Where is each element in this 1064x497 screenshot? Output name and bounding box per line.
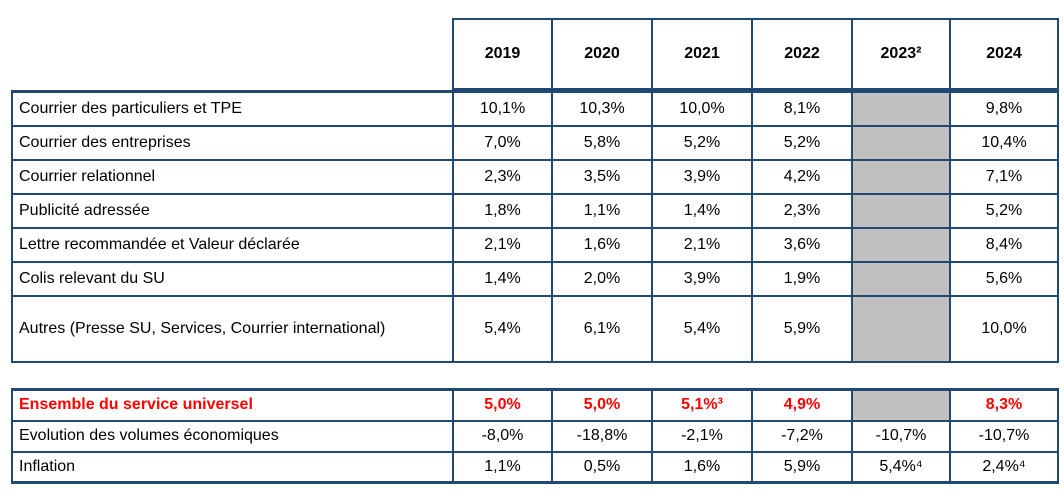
value-cell: 1,8% — [452, 192, 553, 229]
value-cell: 1,9% — [751, 260, 853, 297]
value-cell: 10,0% — [651, 90, 753, 127]
value-cell: 3,6% — [751, 226, 853, 263]
value-cell: 9,8% — [949, 90, 1059, 127]
value-cell: 7,1% — [949, 158, 1059, 195]
table-row: Publicité adressée 1,8% 1,1% 1,4% 2,3% 5… — [11, 192, 1059, 229]
value-cell: -7,2% — [751, 419, 853, 453]
value-cell: 5,9% — [751, 450, 853, 484]
year-header-2024: 2024 — [949, 18, 1059, 90]
empty-2023-cell — [851, 226, 951, 263]
value-cell: 5,0% — [452, 388, 553, 422]
row-label: Publicité adressée — [11, 192, 454, 229]
year-header-2021: 2021 — [651, 18, 753, 90]
value-cell: 1,1% — [452, 450, 553, 484]
value-cell: 1,4% — [452, 260, 553, 297]
value-cell: 8,3% — [949, 388, 1059, 422]
row-label: Courrier des particuliers et TPE — [11, 90, 454, 127]
summary-table: Ensemble du service universel 5,0% 5,0% … — [11, 388, 1059, 484]
value-cell: 8,1% — [751, 90, 853, 127]
value-cell: 5,2% — [651, 124, 753, 161]
table-row: Courrier des entreprises 7,0% 5,8% 5,2% … — [11, 124, 1059, 161]
year-header-2020: 2020 — [551, 18, 653, 90]
empty-2023-cell — [851, 260, 951, 297]
value-cell: 6,1% — [551, 294, 653, 363]
value-cell: -2,1% — [651, 419, 753, 453]
value-cell: 1,6% — [651, 450, 753, 484]
table-row: Courrier relationnel 2,3% 3,5% 3,9% 4,2%… — [11, 158, 1059, 195]
year-header-2022: 2022 — [751, 18, 853, 90]
value-cell: 3,9% — [651, 158, 753, 195]
value-cell: 2,1% — [452, 226, 553, 263]
value-cell: 4,9% — [751, 388, 853, 422]
value-cell: 5,8% — [551, 124, 653, 161]
value-cell: 4,2% — [751, 158, 853, 195]
value-cell: 8,4% — [949, 226, 1059, 263]
table-row: Evolution des volumes économiques -8,0% … — [11, 419, 1059, 453]
row-label: Courrier relationnel — [11, 158, 454, 195]
value-cell: -10,7% — [851, 419, 951, 453]
value-cell: 7,0% — [452, 124, 553, 161]
value-cell: 5,1%³ — [651, 388, 753, 422]
empty-2023-cell — [851, 294, 951, 363]
row-label: Lettre recommandée et Valeur déclarée — [11, 226, 454, 263]
value-cell: -18,8% — [551, 419, 653, 453]
table-row: Courrier des particuliers et TPE 10,1% 1… — [11, 90, 1059, 127]
value-cell: 10,0% — [949, 294, 1059, 363]
value-cell: 5,4% — [651, 294, 753, 363]
value-cell: 10,4% — [949, 124, 1059, 161]
value-cell: 0,5% — [551, 450, 653, 484]
table-row: Lettre recommandée et Valeur déclarée 2,… — [11, 226, 1059, 263]
row-label: Inflation — [11, 450, 454, 484]
empty-2023-cell — [851, 388, 951, 422]
value-cell: 2,3% — [751, 192, 853, 229]
mail-categories-table: Courrier des particuliers et TPE 10,1% 1… — [11, 90, 1059, 363]
value-cell: 2,3% — [452, 158, 553, 195]
empty-2023-cell — [851, 158, 951, 195]
row-label: Ensemble du service universel — [11, 388, 454, 422]
value-cell: 5,2% — [751, 124, 853, 161]
table-row-total: Ensemble du service universel 5,0% 5,0% … — [11, 388, 1059, 422]
value-cell: 1,1% — [551, 192, 653, 229]
value-cell: 5,6% — [949, 260, 1059, 297]
value-cell: 5,4% — [452, 294, 553, 363]
value-cell: 5,9% — [751, 294, 853, 363]
table-row: Inflation 1,1% 0,5% 1,6% 5,9% 5,4%⁴ 2,4%… — [11, 450, 1059, 484]
row-label: Courrier des entreprises — [11, 124, 454, 161]
row-label: Colis relevant du SU — [11, 260, 454, 297]
value-cell: 10,1% — [452, 90, 553, 127]
value-cell: 10,3% — [551, 90, 653, 127]
table-row: Colis relevant du SU 1,4% 2,0% 3,9% 1,9%… — [11, 260, 1059, 297]
year-header-2019: 2019 — [452, 18, 553, 90]
value-cell: 2,0% — [551, 260, 653, 297]
value-cell: -8,0% — [452, 419, 553, 453]
value-cell: 3,9% — [651, 260, 753, 297]
row-label: Evolution des volumes économiques — [11, 419, 454, 453]
value-cell: 1,6% — [551, 226, 653, 263]
value-cell: 5,2% — [949, 192, 1059, 229]
value-cell: 5,0% — [551, 388, 653, 422]
value-cell: 5,4%⁴ — [851, 450, 951, 484]
empty-2023-cell — [851, 90, 951, 127]
year-header-2023: 2023² — [851, 18, 951, 90]
value-cell: 1,4% — [651, 192, 753, 229]
value-cell: 2,4%⁴ — [949, 450, 1059, 484]
row-label: Autres (Presse SU, Services, Courrier in… — [11, 294, 454, 363]
value-cell: -10,7% — [949, 419, 1059, 453]
empty-2023-cell — [851, 124, 951, 161]
value-cell: 3,5% — [551, 158, 653, 195]
empty-2023-cell — [851, 192, 951, 229]
table-row: Autres (Presse SU, Services, Courrier in… — [11, 294, 1059, 363]
value-cell: 2,1% — [651, 226, 753, 263]
year-header-row: 2019 2020 2021 2022 2023² 2024 — [452, 18, 1059, 90]
